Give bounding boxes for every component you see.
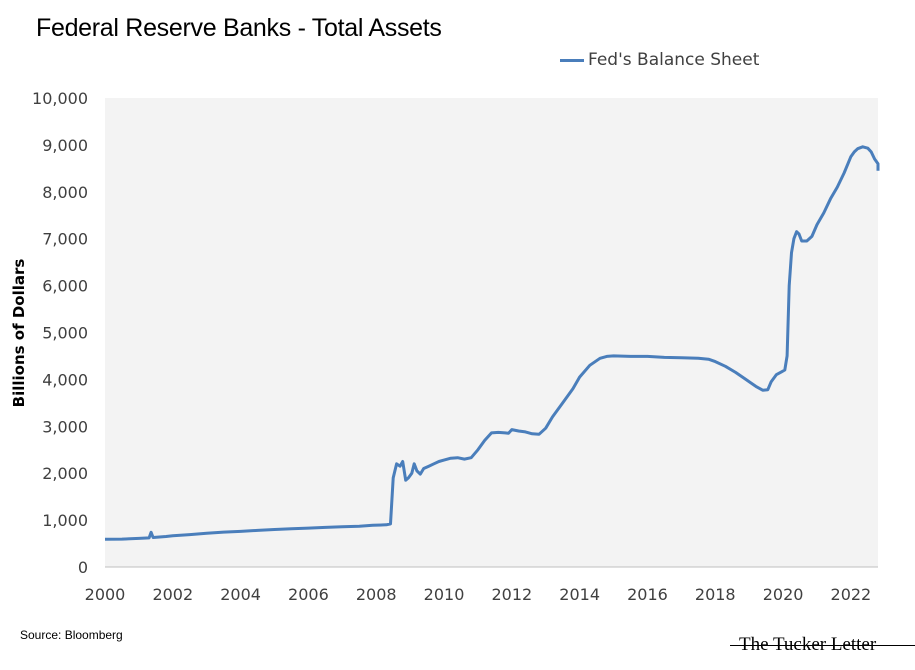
x-tick-label: 2006 xyxy=(288,585,329,604)
x-tick-label: 2014 xyxy=(559,585,600,604)
y-axis-label: Billions of Dollars xyxy=(10,259,28,408)
x-tick-label: 2008 xyxy=(356,585,397,604)
watermark-text: The Tucker Letter xyxy=(739,634,877,655)
x-tick-label: 2016 xyxy=(627,585,668,604)
y-tick-label: 6,000 xyxy=(42,277,88,296)
x-tick-label: 2002 xyxy=(152,585,193,604)
y-tick-label: 9,000 xyxy=(42,136,88,155)
y-tick-label: 7,000 xyxy=(42,230,88,249)
y-tick-label: 3,000 xyxy=(42,417,88,436)
x-axis-ticks: 2000 2002 2004 2006 2008 2010 2012 2014 2016 2018… xyxy=(85,585,872,604)
x-tick-label: 2004 xyxy=(220,585,261,604)
x-tick-label: 2018 xyxy=(695,585,736,604)
series-line-feds-balance-sheet xyxy=(104,145,880,541)
y-axis-ticks: 0 1,000 2,000 3,000 4,000 5,000 6,000 7,000 8,00… xyxy=(32,89,88,577)
x-tick-label: 2012 xyxy=(491,585,532,604)
chart-title: Federal Reserve Banks - Total Assets xyxy=(36,14,442,42)
legend-line-swatch xyxy=(560,58,584,62)
plot-area xyxy=(105,98,878,567)
y-tick-label: 2,000 xyxy=(42,464,88,483)
x-tick-label: 2022 xyxy=(831,585,872,604)
y-tick-label: 0 xyxy=(78,558,88,577)
y-tick-label: 4,000 xyxy=(42,370,88,389)
x-tick-label: 2020 xyxy=(763,585,804,604)
watermark-rule xyxy=(730,645,915,646)
source-note: Source: Bloomberg xyxy=(20,628,123,642)
x-tick-label: 2010 xyxy=(424,585,465,604)
y-tick-label: 10,000 xyxy=(32,89,88,108)
y-tick-label: 5,000 xyxy=(42,324,88,343)
x-tick-label: 2000 xyxy=(85,585,126,604)
y-tick-label: 8,000 xyxy=(42,183,88,202)
y-tick-label: 1,000 xyxy=(42,511,88,530)
legend: Fed's Balance Sheet xyxy=(560,50,759,70)
legend-label: Fed's Balance Sheet xyxy=(588,50,760,70)
